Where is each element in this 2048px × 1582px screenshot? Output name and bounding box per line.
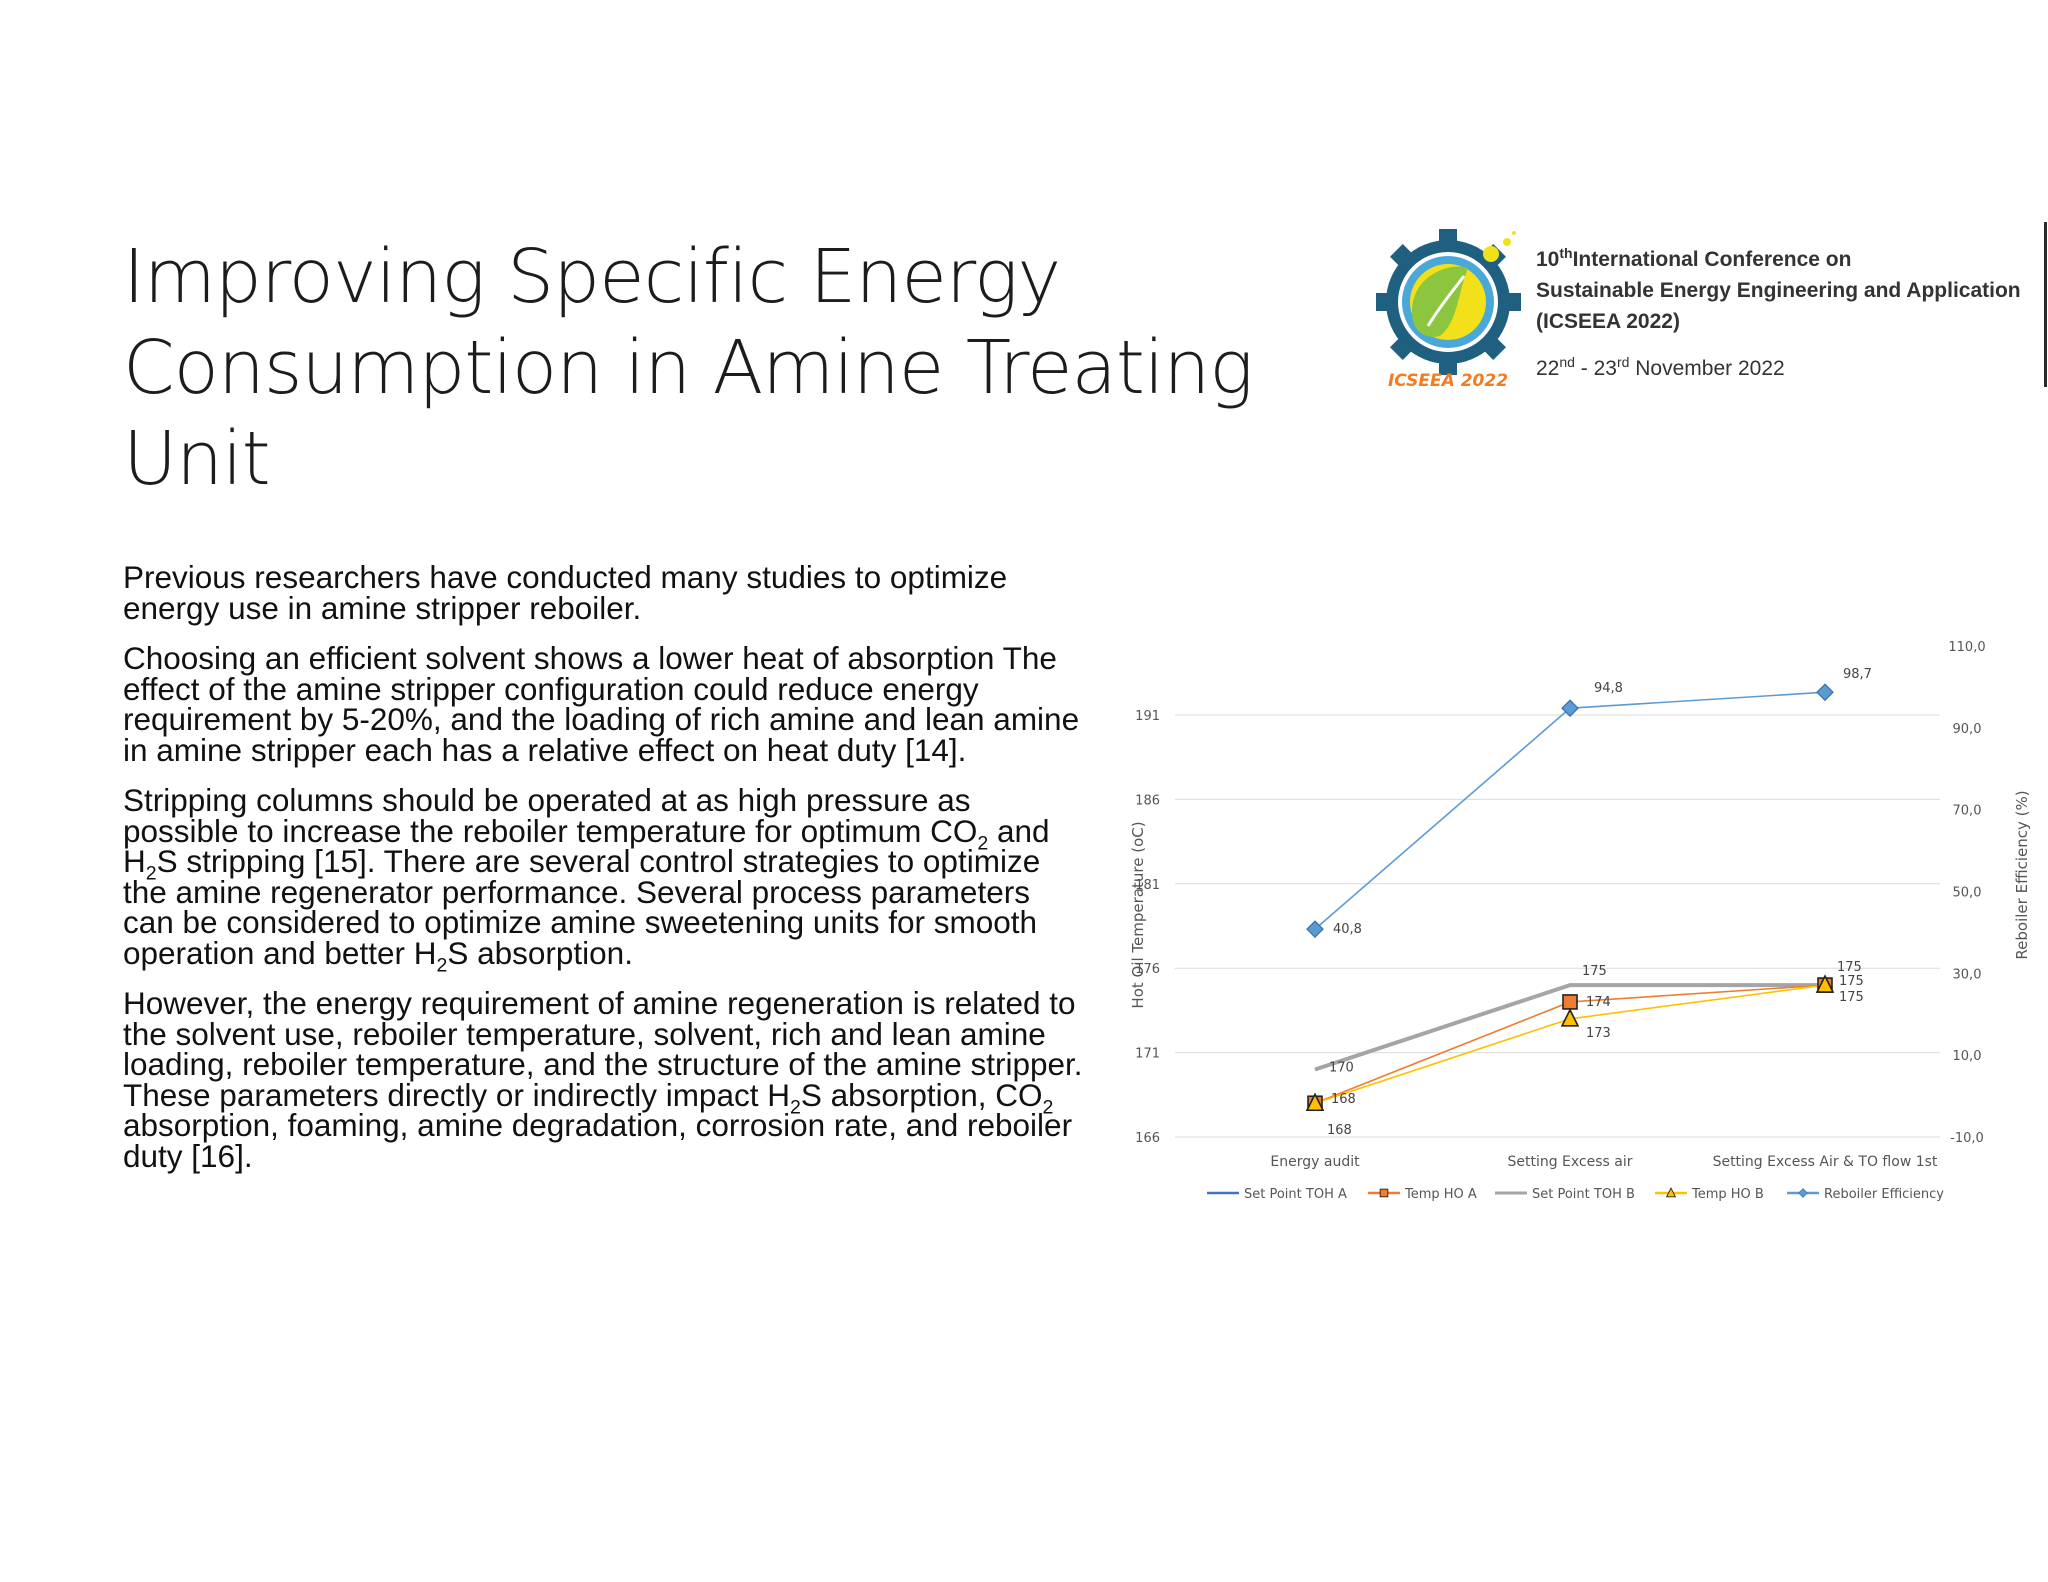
data-point [1561,699,1579,718]
y2-tick-label: 10,0 [1953,1049,1982,1064]
data-point [1306,920,1324,938]
y-axis-label: Hot Oil Temperature (oC) [1129,821,1147,1008]
legend-marker [1798,1188,1808,1198]
conference-abbrev: (ICSEEA 2022) [1536,310,1680,333]
legend-marker [1379,1188,1389,1198]
data-label: 94,8 [1594,681,1623,696]
y-tick-label: 166 [1135,1131,1160,1146]
data-label: 170 [1329,1060,1354,1075]
y2-tick-label: -10,0 [1950,1131,1984,1146]
series-line [1314,691,1826,930]
conference-info: 10thInternational Conference on Sustaina… [1536,238,2021,384]
paragraph-1: Previous researchers have conducted many… [123,559,1008,626]
icseea-logo: ICSEEA 2022 [1376,229,1521,390]
y-tick-label: 181 [1135,878,1160,893]
legend-label: Temp HO B [1691,1187,1764,1202]
data-point [1815,974,1835,993]
y-tick-label: 191 [1135,709,1160,724]
data-label: 168 [1331,1092,1356,1107]
paragraph-3: Stripping columns should be operated at … [123,782,1050,976]
y-tick-label: 176 [1135,962,1160,977]
y2-tick-label: 110,0 [1948,640,1985,655]
data-label: 175 [1839,974,1864,989]
data-label: 173 [1586,1026,1611,1041]
data-label: 174 [1586,995,1611,1010]
x-tick-label: Setting Excess Air & TO flow 1st [1713,1154,1938,1170]
data-label: 40,8 [1333,922,1362,937]
data-point [1560,1008,1580,1027]
slide-title: Improving Specific Energy Consumption in… [123,232,1273,505]
legend-label: Reboiler Efficiency [1824,1187,1944,1202]
title-line-3: Unit [123,416,271,502]
data-label: 175 [1837,960,1862,975]
data-label: 168 [1327,1123,1352,1138]
y2-tick-label: 70,0 [1953,804,1982,819]
series-line [1314,983,1825,1072]
x-tick-label: Setting Excess air [1507,1154,1632,1170]
y-tick-label: 186 [1135,793,1160,808]
paragraph-2: Choosing an efficient solvent shows a lo… [123,640,1080,768]
title-line-2: Consumption in Amine Treating [123,325,1254,411]
legend-marker [1665,1187,1677,1198]
body-text: Previous researchers have conducted many… [123,559,1083,1191]
title-line-1: Improving Specific Energy [123,234,1061,320]
legend-label: Set Point TOH B [1532,1187,1635,1202]
conference-header: ICSEEA 2022 10thInternational Conference… [1376,218,2048,390]
data-label: 98,7 [1843,667,1872,682]
y-tick-label: 171 [1135,1047,1160,1062]
data-point [1816,683,1834,702]
logo-text: ICSEEA 2022 [1388,371,1508,390]
data-label: 175 [1839,990,1864,1005]
y2-tick-label: 50,0 [1953,886,1982,901]
conference-name: Sustainable Energy Engineering and Appli… [1536,279,2021,302]
legend-label: Set Point TOH A [1244,1187,1347,1202]
y2-axis-label: Reboiler Efficiency (%) [2013,790,2031,959]
data-label: 175 [1582,964,1607,979]
legend-label: Temp HO A [1404,1187,1477,1202]
y2-tick-label: 30,0 [1953,967,1982,982]
paragraph-4: However, the energy requirement of amine… [123,985,1083,1174]
hot-oil-temperature-chart: 166 171 176 181 186 191 -10,0 10,0 30,0 50,0 70,0… [1129,640,2031,1202]
y2-tick-label: 90,0 [1953,722,1982,737]
data-point [1562,994,1578,1010]
conference-date: 22nd - 23rd November 2022 [1536,354,1785,380]
data-point [1305,1092,1325,1112]
header-divider [2044,222,2047,387]
x-tick-label: Energy audit [1270,1154,1360,1170]
